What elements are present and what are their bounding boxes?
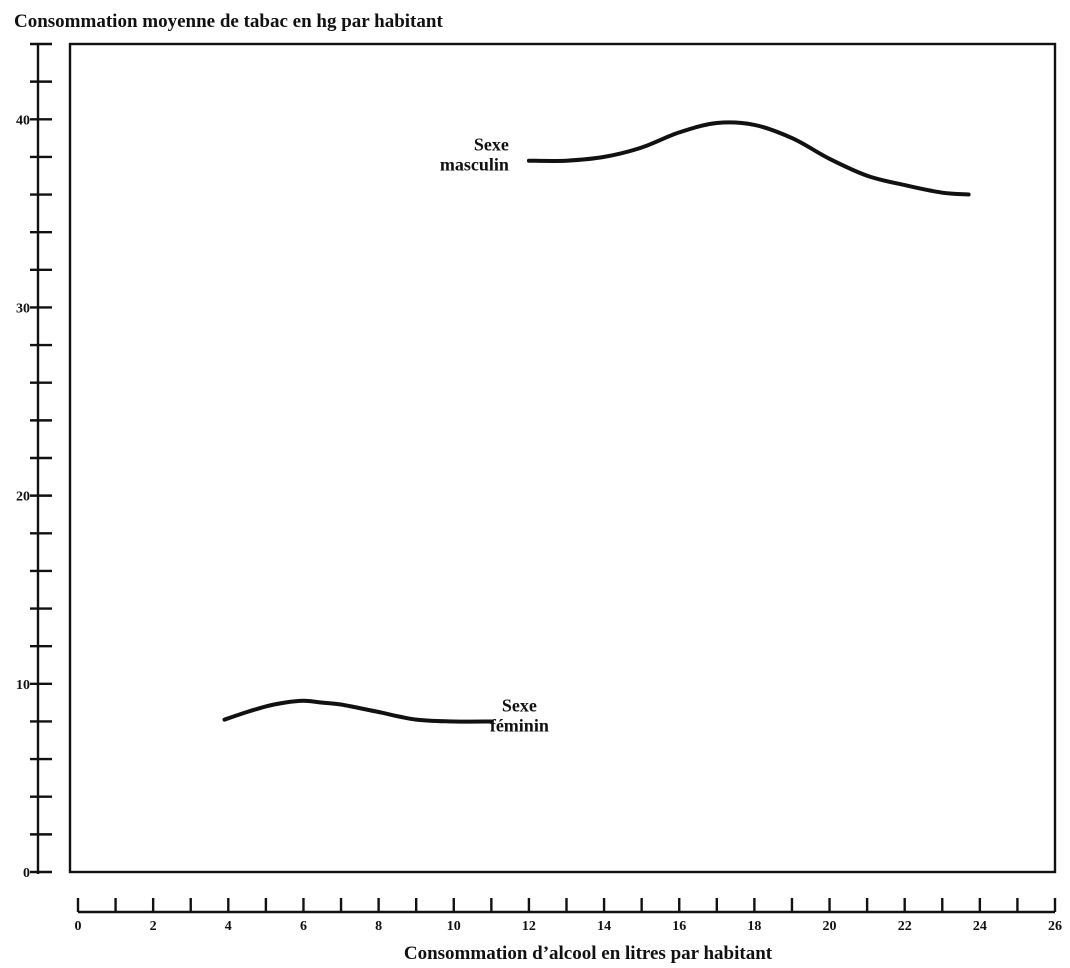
x-tick-label: 12 <box>522 919 536 934</box>
y-tick-label: 30 <box>16 301 30 316</box>
series-label: Sexe <box>502 695 537 715</box>
series-line-0 <box>526 120 971 197</box>
x-axis-label: Consommation d’alcool en litres par habi… <box>404 943 773 964</box>
series-label: féminin <box>490 715 549 735</box>
x-tick-label: 18 <box>747 919 761 934</box>
y-axis-ticks: 0 10 20 30 40 <box>16 42 52 881</box>
series-line-1 <box>222 698 494 724</box>
y-tick-label: 10 <box>16 678 30 693</box>
x-tick-label: 26 <box>1048 919 1062 934</box>
x-axis-ticks: 0 2 4 6 8 10 12 14 16 18 20 22 24 26 <box>75 898 1062 934</box>
series-label: Sexe <box>474 135 509 155</box>
chart-title: Consommation moyenne de tabac en hg par … <box>14 11 443 32</box>
x-tick-label: 6 <box>300 919 307 934</box>
x-tick-label: 2 <box>150 919 157 934</box>
x-tick-label: 4 <box>225 919 232 934</box>
x-tick-label: 8 <box>375 919 382 934</box>
x-tick-label: 10 <box>447 919 461 934</box>
y-tick-label: 0 <box>23 866 30 881</box>
y-tick-label: 40 <box>16 113 30 128</box>
series-label: masculin <box>440 155 509 175</box>
x-tick-label: 20 <box>823 919 837 934</box>
x-tick-label: 16 <box>672 919 686 934</box>
y-tick-label: 20 <box>16 490 30 505</box>
x-tick-label: 14 <box>597 919 611 934</box>
x-tick-label: 24 <box>973 919 987 934</box>
x-tick-label: 0 <box>75 919 82 934</box>
plot-frame <box>68 42 1057 874</box>
x-tick-label: 22 <box>898 919 912 934</box>
